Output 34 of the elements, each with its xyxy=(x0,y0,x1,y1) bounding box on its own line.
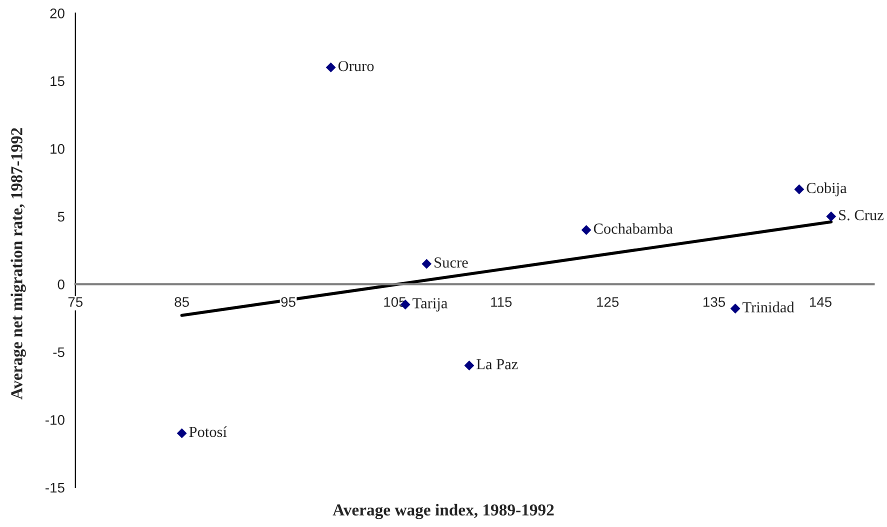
annotation: Trinidad xyxy=(742,302,794,312)
annotation: Tarija xyxy=(412,298,448,312)
y-tick-label: 20 xyxy=(50,8,64,18)
y-tick-label: 15 xyxy=(50,76,64,86)
annotation: Sucre xyxy=(434,257,468,268)
x-tick-label: 125 xyxy=(597,297,619,307)
x-tick-label: 95 xyxy=(281,297,296,307)
y-tick-label: -5 xyxy=(53,347,64,358)
x-tick-label: 75 xyxy=(68,297,83,307)
point xyxy=(464,360,474,370)
annotation: S. Cruz xyxy=(839,210,884,220)
point xyxy=(581,225,592,235)
x-tick-label: 115 xyxy=(491,297,512,307)
point xyxy=(794,184,804,194)
y-tick-label: -15 xyxy=(46,482,64,493)
point xyxy=(422,259,432,269)
y-tick-label: 0 xyxy=(58,280,64,290)
x-tick-label: 135 xyxy=(704,297,726,307)
point xyxy=(826,212,836,222)
annotation: La Paz xyxy=(476,359,518,370)
x-axis-title: Average wage index, 1989-1992 xyxy=(332,504,554,520)
annotation: Cochabamba xyxy=(594,223,673,234)
y-tick-label: 5 xyxy=(58,212,64,222)
point xyxy=(326,62,336,72)
x-tick-label: 145 xyxy=(810,297,832,307)
point xyxy=(730,304,740,314)
x-tick-label: 85 xyxy=(174,297,189,307)
annotation: Oruro xyxy=(338,60,374,72)
y-axis-title: Average net migration rate, 1987-1992 xyxy=(10,128,26,400)
y-tick-label: 10 xyxy=(50,144,64,154)
point xyxy=(176,428,187,438)
y-tick-label: -10 xyxy=(46,415,64,425)
annotation: Cobija xyxy=(806,182,847,196)
annotation: Potosí xyxy=(189,426,227,438)
